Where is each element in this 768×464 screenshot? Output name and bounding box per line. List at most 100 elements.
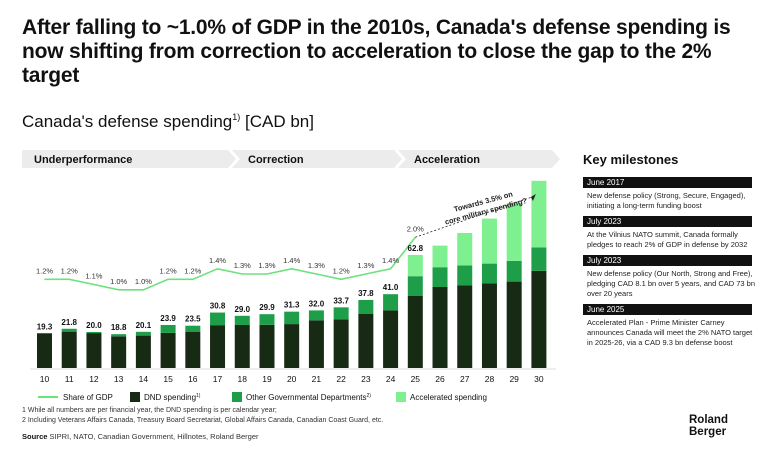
milestone-item: July 2023 New defense policy (Our North,… — [583, 255, 759, 301]
gdp-share-label: 1.2% — [184, 266, 201, 275]
bar-total-label: 18.8 — [111, 323, 127, 332]
gdp-share-label: 1.3% — [258, 261, 275, 270]
ogd-bar — [383, 294, 399, 311]
dnd-bar — [308, 320, 324, 368]
phase-band — [398, 150, 560, 168]
gdp-share-label: 1.4% — [283, 256, 300, 265]
phase-band — [22, 150, 236, 168]
milestone-item: June 2017 New defense policy (Strong, Se… — [583, 177, 759, 213]
bar-labels: 1.2% 19.3 1.2% 21.8 1.1% 20.0 1.0% 18.8 1.0% 20.1… — [36, 224, 424, 332]
milestone-item: June 2025 Accelerated Plan - Prime Minis… — [583, 304, 759, 350]
bar-total-label: 29.9 — [259, 303, 275, 312]
gdp-share-label: 1.3% — [234, 261, 251, 270]
legend-footnote-mark: 1) — [196, 393, 201, 399]
bar-total-label: 30.8 — [210, 302, 226, 311]
x-tick-label: 28 — [485, 374, 495, 384]
bar-total-label: 23.9 — [160, 314, 176, 323]
accelerated-bar — [407, 254, 423, 277]
x-tick-label: 20 — [287, 374, 297, 384]
x-tick-label: 17 — [213, 374, 223, 384]
legend-footnote-mark: 2) — [367, 393, 372, 399]
dnd-bar — [506, 281, 522, 368]
x-tick-label: 10 — [40, 374, 50, 384]
dnd-bar — [383, 310, 399, 368]
gdp-share-label: 1.2% — [160, 266, 177, 275]
milestone-item: July 2023 At the Vilnius NATO summit, Ca… — [583, 216, 759, 252]
bar-total-label: 20.1 — [136, 321, 152, 330]
ogd-bar — [333, 307, 349, 320]
ogd-bar — [86, 332, 102, 334]
x-tick-label: 21 — [312, 374, 322, 384]
milestone-text: New defense policy (Our North, Strong an… — [587, 269, 756, 298]
dnd-bar — [111, 336, 127, 368]
gdp-share-label: 1.0% — [135, 277, 152, 286]
bar-stacks — [37, 180, 547, 368]
dnd-bar — [259, 324, 275, 368]
x-tick-label: 11 — [65, 374, 74, 384]
dnd-bar — [135, 335, 151, 368]
bar-total-label: 31.3 — [284, 301, 300, 310]
accelerated-bar — [481, 218, 497, 264]
bar-total-label: 41.0 — [383, 283, 399, 292]
phase-band — [232, 150, 402, 168]
gdp-share-label: 1.3% — [357, 261, 374, 270]
dnd-bar — [531, 270, 547, 368]
milestone-text: New defense policy (Strong, Secure, Enga… — [587, 191, 746, 210]
headline: After falling to ~1.0% of GDP in the 201… — [22, 16, 731, 87]
ogd-bar — [432, 267, 448, 287]
defense-spending-chart: Underperformance Correction Acceleration 1… — [22, 150, 560, 402]
legend-swatch — [130, 392, 140, 402]
legend: Share of GDP DND spending1) Other Governme… — [38, 392, 487, 402]
x-tick-label: 23 — [361, 374, 371, 384]
ogd-bar — [210, 312, 226, 326]
milestone-text: At the Vilnius NATO summit, Canada forma… — [587, 230, 748, 249]
dnd-bar — [61, 331, 77, 368]
gdp-share-line — [44, 194, 536, 291]
x-tick-label: 15 — [163, 374, 173, 384]
legend-swatch — [396, 392, 406, 402]
dnd-bar — [234, 324, 250, 368]
dnd-bar — [407, 296, 423, 368]
milestone-text: Accelerated Plan - Prime Minister Carney… — [587, 318, 753, 347]
bar-total-label: 23.5 — [185, 315, 201, 324]
x-tick-label: 26 — [435, 374, 445, 384]
gdp-share-label: 1.4% — [209, 256, 226, 265]
footnotes: 1 While all numbers are per financial ye… — [22, 406, 383, 425]
legend-label: DND spending1) — [144, 393, 201, 402]
subtitle-footnote-mark: 1) — [232, 112, 241, 122]
x-axis: 10 11 12 13 14 15 16 17 18 19 20 21 22 23 24 25 26 27 28 29… — [30, 368, 556, 384]
source-text: SIPRI, NATO, Canadian Government, Hillno… — [49, 432, 259, 441]
legend-swatch — [232, 392, 242, 402]
ogd-bar — [259, 314, 275, 325]
x-tick-label: 29 — [509, 374, 519, 384]
milestones-title: Key milestones — [583, 152, 679, 167]
dnd-bar — [160, 332, 176, 368]
bar-total-label: 37.8 — [358, 289, 374, 298]
footnote-1: 1 While all numbers are per financial ye… — [22, 407, 277, 414]
milestone-date: June 2025 — [583, 304, 752, 315]
x-tick-label: 25 — [411, 374, 421, 384]
phase-label: Acceleration — [414, 154, 480, 166]
milestone-date: July 2023 — [583, 255, 752, 266]
ogd-bar — [185, 325, 201, 332]
bar-total-label: 29.0 — [234, 305, 250, 314]
gdp-share-path — [44, 236, 416, 291]
phase-label: Correction — [248, 154, 304, 166]
logo-line-2: Berger — [689, 426, 727, 438]
gdp-share-label: 1.2% — [61, 266, 78, 275]
dnd-bar — [432, 287, 448, 368]
x-tick-label: 14 — [139, 374, 149, 384]
source-note: Source SIPRI, NATO, Canadian Government,… — [22, 432, 259, 441]
arrow-head — [530, 194, 536, 201]
dnd-bar — [284, 324, 300, 368]
bar-total-label: 62.8 — [408, 244, 424, 253]
gdp-dashed-extension — [415, 195, 536, 238]
gdp-share-label: 1.2% — [36, 266, 53, 275]
milestone-date: July 2023 — [583, 216, 752, 227]
accelerated-bar — [506, 203, 522, 261]
x-tick-label: 19 — [262, 374, 272, 384]
x-tick-label: 27 — [460, 374, 470, 384]
dnd-bar — [457, 285, 473, 368]
ogd-bar — [457, 265, 473, 286]
dnd-bar — [358, 314, 374, 368]
